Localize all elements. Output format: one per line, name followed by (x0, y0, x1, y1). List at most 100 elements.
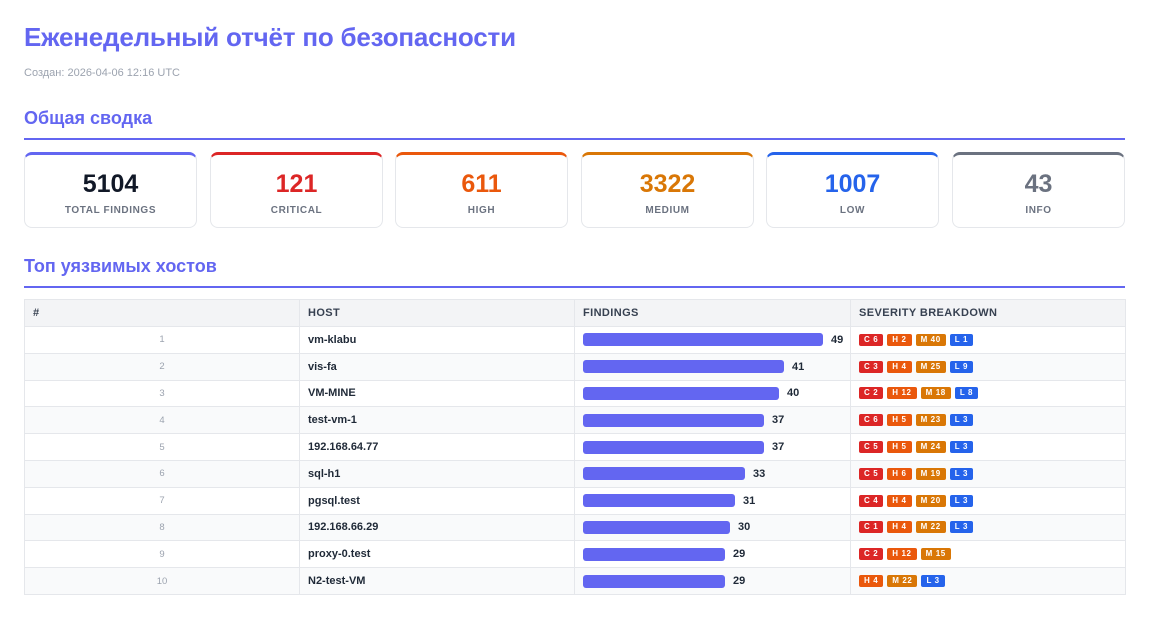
findings-cell: 40 (574, 379, 851, 408)
summary-card-label: INFO (1025, 205, 1052, 216)
severity-badge-count: 25 (930, 361, 941, 371)
findings-count: 40 (787, 387, 800, 400)
findings-count: 31 (743, 494, 756, 507)
severity-badge-h: H 5 (887, 414, 912, 427)
page-title: Еженедельный отчёт по безопасности (24, 22, 516, 52)
severity-badge-count: 1 (873, 522, 879, 532)
severity-badge-letter: C (864, 334, 871, 344)
findings-cell: 37 (574, 406, 851, 435)
severity-badge-letter: L (954, 361, 961, 371)
findings-cell: 33 (574, 459, 851, 488)
severity-badge-count: 22 (930, 522, 941, 532)
findings-bar (583, 413, 764, 427)
findings-bar (583, 574, 725, 588)
severity-badge-letter: L (959, 388, 966, 398)
findings-bar (583, 520, 730, 534)
severity-badge-count: 3 (962, 415, 968, 425)
severity-badge-count: 4 (901, 495, 907, 505)
severity-badge-letter: H (892, 522, 899, 532)
severity-badge-count: 4 (901, 361, 907, 371)
findings-count: 30 (738, 521, 751, 534)
severity-badge-letter: L (954, 334, 961, 344)
host-name: 192.168.64.77 (299, 433, 575, 461)
summary-card-value: 121 (275, 170, 318, 198)
severity-badge-letter: L (954, 415, 961, 425)
severity-badge-count: 6 (901, 468, 907, 478)
severity-badge-count: 3 (962, 442, 968, 452)
findings-bar (583, 333, 823, 347)
findings-count: 29 (733, 575, 746, 588)
severity-badge-l: L 3 (949, 494, 973, 507)
findings-bar (583, 386, 779, 400)
severity-badge-c: C 6 (859, 333, 884, 346)
summary-card-label: HIGH (467, 205, 496, 216)
findings-count: 49 (831, 333, 844, 346)
severity-badge-letter: C (864, 522, 871, 532)
severity-badge-count: 24 (930, 442, 941, 452)
severity-badge-letter: C (864, 495, 871, 505)
severity-badge-m: M 23 (915, 414, 946, 427)
summary-card-label: LOW (839, 205, 866, 216)
severity-badge-h: H 12 (887, 548, 917, 561)
severity-badge-count: 5 (901, 442, 907, 452)
summary-card-label: TOTAL FINDINGS (64, 205, 157, 216)
row-index: 2 (24, 352, 300, 381)
row-index: 6 (24, 459, 300, 488)
severity-badge-h: H 6 (887, 467, 912, 480)
top-hosts-table: # HOST FINDINGS SEVERITY BREAKDOWN 1 vm-k… (24, 299, 1126, 595)
severity-badge-count: 5 (873, 442, 879, 452)
severity-badge-letter: H (892, 415, 899, 425)
severity-badge-count: 6 (873, 334, 879, 344)
row-index: 10 (24, 567, 300, 595)
summary-card-low: 1007 LOW (766, 152, 939, 228)
severity-badge-c: C 4 (859, 494, 884, 507)
findings-bar (583, 360, 784, 374)
severity-badge-letter: L (954, 468, 961, 478)
severity-badge-c: C 2 (859, 548, 884, 561)
severity-badge-count: 20 (930, 495, 941, 505)
severity-badge-count: 8 (967, 388, 974, 398)
severity-badge-l: L 8 (954, 387, 979, 400)
host-name: VM-MINE (299, 379, 575, 408)
findings-bar (583, 494, 735, 508)
severity-badge-c: C 6 (859, 414, 884, 427)
column-header-findings: FINDINGS (574, 299, 851, 327)
host-name: sql-h1 (299, 459, 575, 488)
severity-badge-letter: C (864, 415, 871, 425)
summary-heading: Общая сводка (24, 108, 1125, 140)
severity-badge-m: M 25 (915, 360, 946, 373)
severity-badge-l: L 3 (921, 575, 945, 588)
findings-count: 33 (753, 467, 766, 480)
host-name: test-vm-1 (299, 406, 575, 435)
severity-badge-count: 19 (930, 468, 941, 478)
severity-badge-h: H 2 (887, 333, 912, 346)
summary-card-value: 1007 (824, 170, 881, 198)
severity-badge-h: H 4 (859, 575, 884, 588)
severity-badge-count: 1 (962, 334, 968, 344)
severity-badge-c: C 2 (859, 387, 884, 400)
severity-badge-count: 18 (935, 388, 946, 398)
severity-badge-h: H 4 (887, 494, 912, 507)
severity-badge-h: H 4 (887, 360, 912, 373)
severity-badge-count: 4 (873, 576, 879, 586)
severity-badge-count: 2 (873, 388, 879, 398)
summary-card-label: CRITICAL (270, 205, 323, 216)
severity-badge-letter: H (892, 549, 899, 559)
row-index: 5 (24, 433, 300, 461)
summary-card-value: 611 (461, 170, 502, 198)
findings-cell: 31 (574, 486, 851, 515)
severity-badge-m: M 40 (915, 333, 946, 346)
